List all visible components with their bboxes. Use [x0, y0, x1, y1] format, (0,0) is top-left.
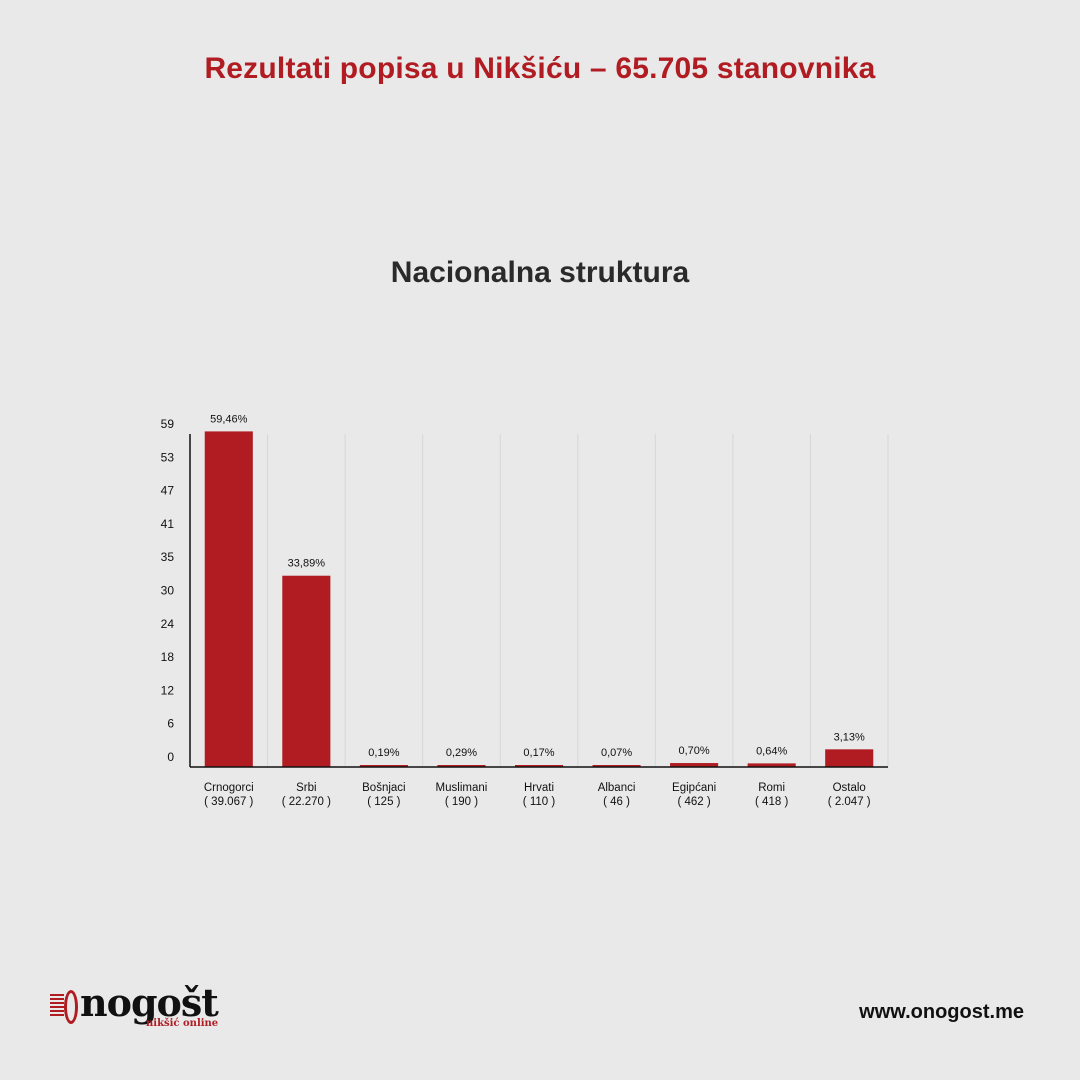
- bar: [747, 763, 796, 767]
- data-label: 3,13%: [834, 731, 865, 743]
- logo-tagline: nikšić online: [146, 1018, 219, 1029]
- x-tick-count: ( 462 ): [677, 796, 710, 808]
- chart-title: Nacionalna struktura: [390, 256, 690, 289]
- x-tick-label: Ostalo: [833, 782, 866, 794]
- x-tick-count: ( 418 ): [755, 796, 788, 808]
- y-tick-label: 41: [161, 517, 175, 531]
- x-tick-label: Albanci: [598, 782, 636, 794]
- logo-o-mark: [64, 990, 78, 1024]
- bar: [670, 763, 719, 767]
- y-tick-label: 35: [161, 550, 175, 564]
- x-tick-label: Srbi: [296, 782, 316, 794]
- x-tick-label: Hrvati: [524, 782, 554, 794]
- data-label: 0,29%: [446, 747, 477, 759]
- x-tick-count: ( 39.067 ): [204, 796, 253, 808]
- data-label: 0,64%: [756, 745, 787, 757]
- y-tick-label: 59: [161, 417, 175, 431]
- logo-text: nogošt: [80, 980, 219, 1025]
- data-label: 0,19%: [368, 747, 399, 759]
- bar: [204, 431, 253, 767]
- x-tick-label: Crnogorci: [204, 782, 254, 794]
- x-tick-count: ( 46 ): [603, 796, 630, 808]
- y-tick-label: 53: [161, 450, 175, 464]
- x-tick-count: ( 2.047 ): [828, 796, 871, 808]
- bar: [282, 575, 331, 767]
- x-tick-label: Bošnjaci: [362, 782, 405, 794]
- x-tick-count: ( 125 ): [367, 796, 400, 808]
- x-tick-label: Egipćani: [672, 782, 716, 794]
- y-tick-label: 47: [161, 484, 175, 498]
- onogost-logo-icon[interactable]: nogošt nikšić online: [50, 980, 220, 1032]
- data-label: 0,70%: [679, 745, 710, 757]
- x-tick-count: ( 110 ): [523, 796, 556, 808]
- bar: [514, 765, 564, 767]
- bar: [592, 765, 641, 767]
- bar: [359, 765, 408, 767]
- x-tick-label: Muslimani: [436, 782, 488, 794]
- y-tick-label: 6: [167, 717, 174, 731]
- logo-stripes: [50, 994, 64, 1016]
- data-label: 0,17%: [523, 747, 554, 759]
- bar: [825, 749, 874, 767]
- x-tick-count: ( 22.270 ): [282, 796, 331, 808]
- site-url-link[interactable]: www.onogost.me: [859, 1001, 1024, 1023]
- x-tick-label: Romi: [758, 782, 785, 794]
- data-label: 59,46%: [210, 413, 248, 425]
- y-tick-label: 12: [161, 683, 175, 697]
- data-label: 0,07%: [601, 747, 632, 759]
- y-tick-label: 0: [167, 750, 174, 764]
- y-tick-label: 24: [161, 617, 175, 631]
- data-label: 33,89%: [288, 558, 326, 570]
- page-title: Rezultati popisa u Nikšiću – 65.705 stan…: [204, 52, 876, 85]
- bar: [437, 765, 486, 767]
- y-tick-label: 18: [161, 650, 175, 664]
- y-tick-label: 30: [161, 584, 175, 598]
- x-tick-count: ( 190 ): [445, 796, 478, 808]
